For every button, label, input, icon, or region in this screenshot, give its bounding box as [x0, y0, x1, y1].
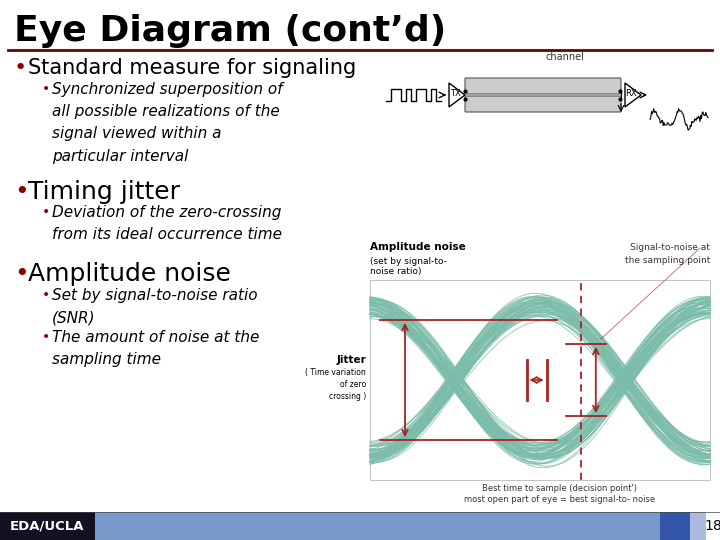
Text: The amount of noise at the
sampling time: The amount of noise at the sampling time — [52, 330, 259, 367]
Text: •: • — [42, 288, 50, 302]
Bar — [660, 512, 690, 540]
Bar — [95, 512, 660, 540]
Bar — [706, 512, 720, 540]
Text: 18: 18 — [704, 519, 720, 533]
Text: noise ratio): noise ratio) — [370, 267, 421, 276]
Text: Timing jitter: Timing jitter — [28, 180, 180, 204]
Text: •: • — [42, 330, 50, 344]
Text: most open part of eye = best signal-to- noise: most open part of eye = best signal-to- … — [464, 495, 656, 504]
Text: •: • — [14, 58, 27, 78]
Text: Synchronized superposition of
all possible realizations of the
signal viewed wit: Synchronized superposition of all possib… — [52, 82, 283, 164]
Text: Set by signal-to-noise ratio
(SNR): Set by signal-to-noise ratio (SNR) — [52, 288, 258, 325]
Text: •: • — [42, 82, 50, 96]
Text: EDA/UCLA: EDA/UCLA — [10, 519, 84, 532]
Text: ( Time variation
of zero
crossing ): ( Time variation of zero crossing ) — [305, 368, 366, 401]
Text: Eye Diagram (cont’d): Eye Diagram (cont’d) — [14, 14, 446, 48]
Text: •: • — [14, 262, 29, 286]
Text: Standard measure for signaling: Standard measure for signaling — [28, 58, 356, 78]
Text: Amplitude noise: Amplitude noise — [370, 242, 466, 252]
Text: Amplitude noise: Amplitude noise — [28, 262, 231, 286]
Text: Deviation of the zero-crossing
from its ideal occurrence time: Deviation of the zero-crossing from its … — [52, 205, 282, 242]
Text: •: • — [14, 180, 29, 204]
FancyBboxPatch shape — [465, 78, 621, 94]
Text: Jitter: Jitter — [336, 355, 366, 365]
Text: (set by signal-to-: (set by signal-to- — [370, 257, 447, 266]
Bar — [370, 280, 710, 480]
Text: channel: channel — [546, 52, 585, 62]
Text: RX: RX — [625, 90, 636, 98]
Polygon shape — [449, 83, 465, 107]
Bar — [0, 512, 95, 540]
Text: Signal-to-noise at: Signal-to-noise at — [630, 243, 710, 252]
Text: •: • — [42, 205, 50, 219]
Text: Best time to sample (decision point'): Best time to sample (decision point') — [482, 484, 637, 493]
Text: the sampling point: the sampling point — [625, 256, 710, 265]
Text: TX: TX — [449, 90, 460, 98]
Polygon shape — [625, 83, 641, 107]
Bar — [690, 512, 706, 540]
FancyBboxPatch shape — [465, 96, 621, 112]
